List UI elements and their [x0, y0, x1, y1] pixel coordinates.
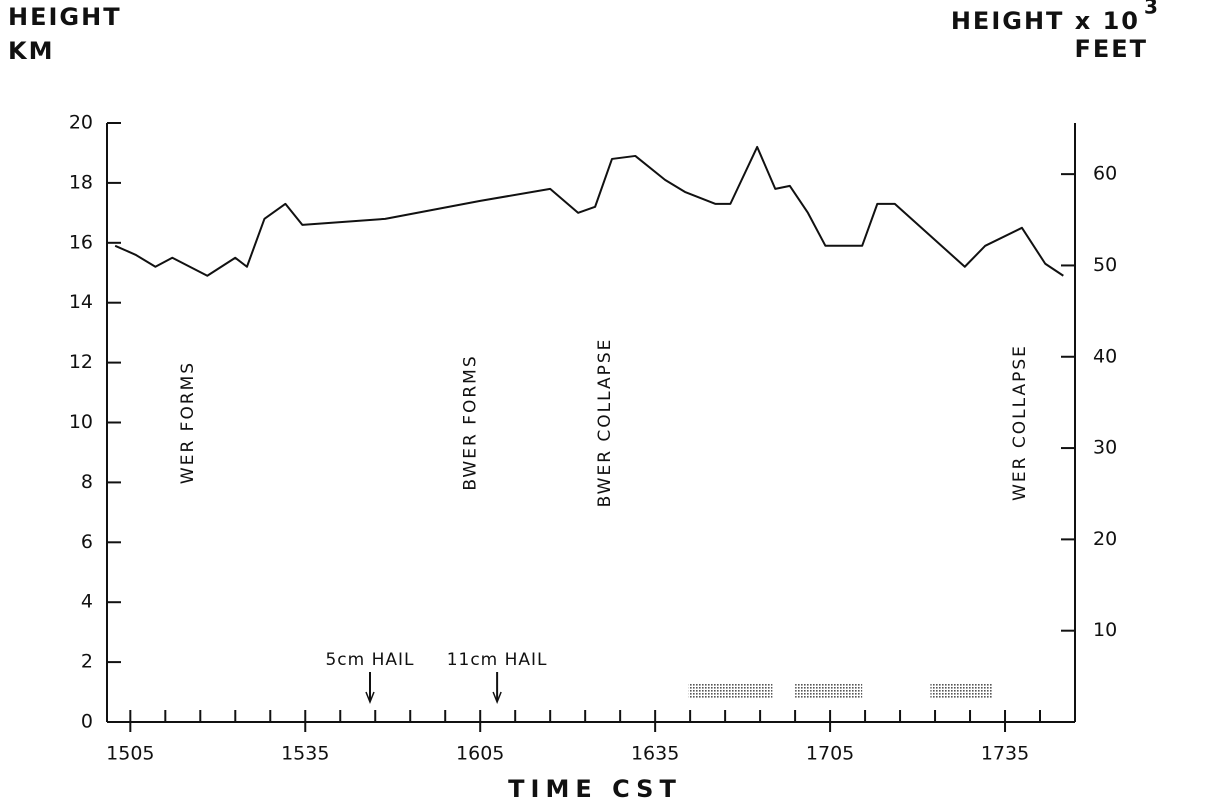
y2-tick-label: 10	[1093, 619, 1117, 641]
y2-tick-label: 20	[1093, 528, 1117, 550]
x-tick-label: 1705	[806, 743, 854, 765]
y-tick-label: 0	[81, 711, 93, 733]
annotation: WER COLLAPSE	[1010, 344, 1030, 501]
y-label: HEIGHT	[8, 3, 122, 31]
x-tick-label: 1735	[981, 743, 1029, 765]
y2-tick-label: 50	[1093, 254, 1117, 276]
shaded-interval	[795, 683, 863, 698]
y-tick-label: 16	[69, 231, 93, 253]
annotation: BWER COLLAPSE	[595, 338, 615, 508]
annotation: WER FORMS	[178, 361, 198, 484]
y-tick-label: 2	[81, 651, 93, 673]
y2-label-superscript: 3	[1144, 0, 1160, 19]
hail-label: 11cm HAIL	[447, 650, 548, 670]
y-tick-label: 20	[69, 112, 93, 134]
shaded-interval	[930, 683, 993, 698]
x-tick-label: 1635	[631, 743, 679, 765]
y-tick-label: 4	[81, 591, 93, 613]
y-tick-label: 14	[69, 291, 93, 313]
x-tick-label: 1605	[456, 743, 504, 765]
height-line	[114, 145, 1064, 277]
y2-label: HEIGHT x 10	[951, 7, 1140, 35]
x-label: TIME CST	[508, 775, 682, 802]
x-tick-label: 1535	[281, 743, 329, 765]
x-tick-label: 1505	[106, 743, 154, 765]
y-tick-label: 6	[81, 531, 93, 553]
y2-tick-label: 30	[1093, 437, 1117, 459]
shaded-interval	[688, 683, 773, 698]
hail-arrowhead	[492, 691, 502, 705]
y-tick-label: 8	[81, 471, 93, 493]
y2-tick-label: 40	[1093, 345, 1117, 367]
y-tick-label: 18	[69, 171, 93, 193]
y-tick-label: 12	[69, 351, 93, 373]
hail-arrowhead	[365, 691, 375, 705]
hail-label: 5cm HAIL	[325, 650, 414, 670]
y-tick-label: 10	[69, 411, 93, 433]
y2-label-unit: FEET	[1074, 35, 1148, 63]
y2-tick-label: 60	[1093, 163, 1117, 185]
annotation: BWER FORMS	[460, 354, 480, 490]
y-label: KM	[8, 37, 54, 65]
